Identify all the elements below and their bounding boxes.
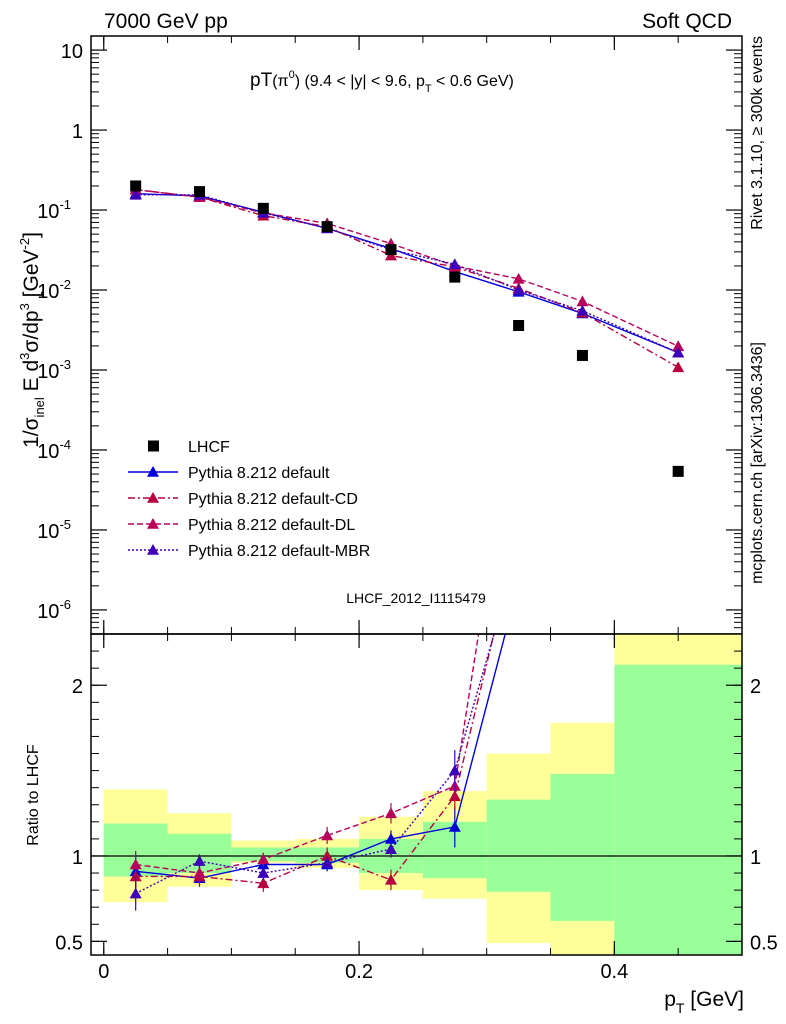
legend-label: Pythia 8.212 default-DL (188, 517, 355, 534)
ratio-panel: 0.5 0.5 1 1 2 2 0 0.2 0.4 (55, 633, 778, 983)
main-point-lhcf (449, 271, 461, 283)
ratio-band-inner (486, 799, 551, 892)
plot-title-range-end: < 0.6 GeV) (436, 73, 514, 90)
ratio-point-pythia-8-212-default-mbr (129, 887, 142, 899)
ratio-point-pythia-8-212-default (384, 832, 397, 844)
legend: LHCF Pythia 8.212 default Pythia 8.212 def… (128, 439, 370, 560)
main-point-lhcf (130, 180, 142, 192)
legend-label: LHCF (188, 439, 230, 456)
plot-title-sup: 0 (289, 69, 295, 81)
main-point-pythia-8-212-default-cd (672, 361, 685, 373)
legend-item-pythia-8-212-default: Pythia 8.212 default (128, 465, 330, 482)
ratio-point-pythia-8-212-default-dl (321, 829, 334, 841)
main-line-pythia-8-212-default (135, 193, 679, 354)
plot-title-sub: T (425, 83, 432, 95)
main-line-pythia-8-212-default-dl (135, 188, 679, 347)
plot-title-paren-close: ) (295, 73, 300, 90)
x-axis-label: pT [GeV] (664, 988, 744, 1016)
ratio-point-pythia-8-212-default-dl (384, 807, 397, 819)
header-right: Soft QCD (642, 10, 732, 33)
main-panel: 10 1 10-1 10-2 10-3 10-4 10-5 10-6 (37, 35, 743, 635)
plot-title-paren: (π (272, 73, 288, 90)
x-tick-label: 0.2 (345, 961, 373, 983)
y-axis-label: 1/σinel E d3σ/dp3 [GeV-2] (17, 232, 47, 448)
x-tick-label: 0.4 (600, 961, 628, 983)
ratio-point-pythia-8-212-default-cd (321, 849, 334, 861)
ratio-frame (90, 633, 743, 956)
ratio-point-pythia-8-212-default-mbr (384, 843, 397, 854)
side-label-rivet: Rivet 3.1.10, ≥ 300k events (749, 36, 766, 230)
main-point-pythia-8-212-default-mbr (672, 346, 685, 358)
x-tick-label: 0 (98, 961, 109, 983)
main-point-lhcf (194, 186, 205, 198)
main-line-pythia-8-212-default-mbr (135, 194, 679, 354)
ratio-point-pythia-8-212-default-dl (129, 858, 142, 870)
legend-label: Pythia 8.212 default-CD (188, 491, 358, 508)
ratio-y-tick-label: 1 (72, 847, 83, 869)
ratio-y-tick-label-right: 0.5 (750, 932, 778, 954)
legend-item-pythia-8-212-default-mbr: Pythia 8.212 default-MBR (128, 543, 370, 560)
legend-marker-triangle (147, 466, 159, 477)
main-line-pythia-8-212-default-cd (135, 188, 679, 368)
main-y-tick-label: 10-1 (37, 197, 71, 223)
plot-title: pT(π0) (9.4 < |y| < 9.6, pT < 0.6 GeV) (250, 69, 514, 95)
main-point-pythia-8-212-default-mbr (129, 188, 142, 200)
main-point-pythia-8-212-default-mbr (576, 304, 589, 316)
main-point-pythia-8-212-default-dl (672, 340, 685, 352)
ratio-point-pythia-8-212-default-cd (257, 877, 270, 889)
ratio-point-pythia-8-212-default-dl (193, 867, 206, 878)
ratio-y-label: Ratio to LHCF (25, 744, 42, 846)
ratio-y-tick-label-right: 2 (750, 676, 761, 698)
plot-title-main: pT (250, 70, 273, 91)
main-point-pythia-8-212-default-dl (576, 295, 589, 307)
ratio-point-pythia-8-212-default-mbr (257, 867, 270, 878)
ratio-y-tick-label-right: 1 (750, 847, 761, 869)
ratio-band-inner (550, 774, 615, 921)
ratio-y-tick-label: 0.5 (55, 932, 83, 954)
main-y-tick-label: 10-4 (37, 437, 71, 463)
plot-title-range: (9.4 < |y| < 9.6, p (304, 73, 424, 90)
main-point-pythia-8-212-default-mbr (448, 258, 461, 270)
legend-marker-square (148, 440, 159, 452)
legend-label: Pythia 8.212 default (188, 465, 330, 482)
main-point-pythia-8-212-default-dl (512, 272, 525, 284)
main-y-tick-label: 10-5 (37, 517, 71, 543)
ratio-point-pythia-8-212-default-cd (384, 873, 397, 885)
main-y-tick-label: 10-2 (37, 277, 71, 303)
side-label-mcplots: mcplots.cern.ch [arXiv:1306.3436] (749, 342, 766, 584)
legend-item-lhcf: LHCF (148, 439, 230, 456)
ratio-point-pythia-8-212-default (448, 820, 461, 832)
main-y-tick-label: 10-3 (37, 357, 71, 383)
main-y-tick-label: 10-6 (37, 597, 71, 623)
ratio-y-tick-label: 2 (72, 676, 83, 698)
legend-marker-triangle (147, 492, 159, 503)
ratio-line-pythia-8-212-default-mbr (135, 634, 495, 895)
ratio-point-pythia-8-212-default-mbr (321, 856, 334, 868)
main-y-tick-label: 1 (72, 121, 83, 143)
legend-label: Pythia 8.212 default-MBR (188, 543, 370, 560)
legend-item-pythia-8-212-default-dl: Pythia 8.212 default-DL (128, 517, 355, 534)
ratio-point-pythia-8-212-default-mbr (193, 855, 206, 866)
legend-marker-triangle (147, 518, 159, 529)
ratio-point-pythia-8-212-default-mbr (448, 764, 461, 776)
main-point-lhcf (257, 202, 269, 214)
header-left: 7000 GeV pp (104, 10, 228, 33)
ratio-point-pythia-8-212-default-dl (257, 853, 270, 865)
ratio-series (129, 634, 506, 911)
main-y-tick-label: 10 (61, 41, 83, 63)
main-point-lhcf (321, 221, 333, 233)
ratio-band-inner (614, 664, 742, 955)
main-point-lhcf (576, 349, 588, 361)
legend-marker-triangle (147, 544, 159, 555)
main-point-pythia-8-212-default-mbr (512, 284, 525, 295)
main-point-lhcf (672, 465, 684, 477)
main-point-lhcf (385, 244, 397, 256)
main-point-lhcf (513, 320, 525, 332)
legend-item-pythia-8-212-default-cd: Pythia 8.212 default-CD (128, 491, 358, 508)
watermark: LHCF_2012_I1115479 (346, 590, 486, 606)
